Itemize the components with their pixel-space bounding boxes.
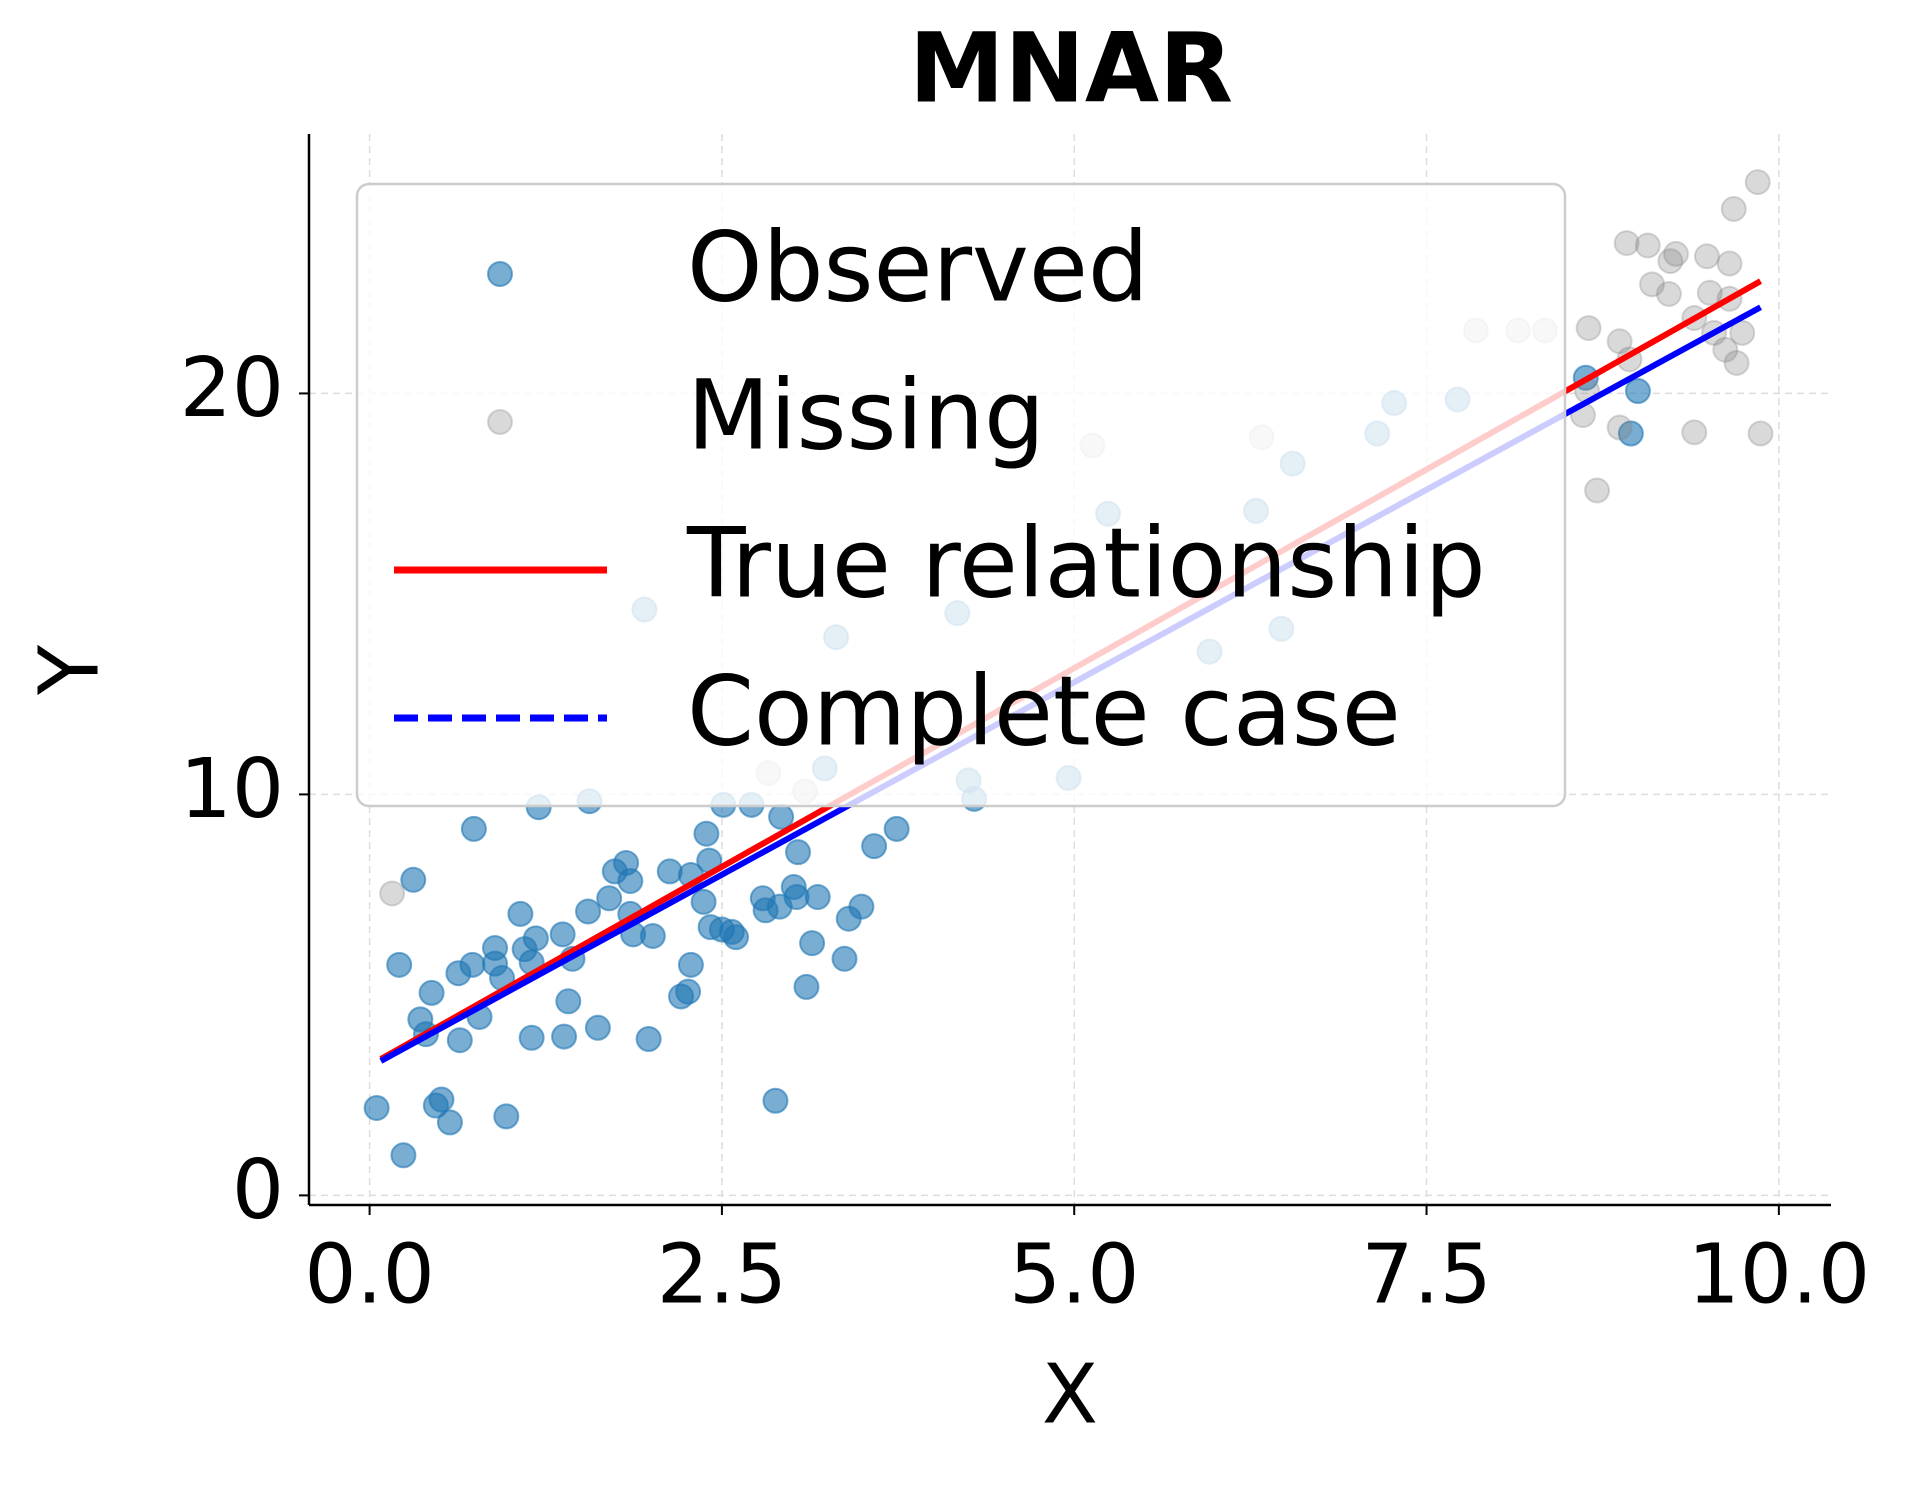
point [635,1025,662,1052]
point [1584,477,1611,504]
x-tick-label: 7.5 [1361,1227,1491,1322]
point [1747,420,1774,447]
y-axis-label: Y [22,644,117,696]
point [762,1087,789,1114]
legend-label: True relationship [686,507,1486,619]
legend: Observed Missing True relationship Complete… [355,182,1567,808]
point [804,884,831,911]
point [1662,240,1689,267]
point [459,951,486,978]
point [831,945,858,972]
x-tick-label: 10.0 [1688,1227,1871,1322]
point [785,839,812,866]
legend-label: Observed [687,211,1149,323]
point [1639,271,1666,298]
point [883,815,910,842]
point [446,1027,473,1054]
point [1606,414,1633,441]
point [1716,250,1743,277]
point [507,900,534,927]
point [428,1086,455,1113]
point [861,833,888,860]
y-tick-label: 0 [232,1143,284,1238]
point [575,898,602,925]
y-tick-label: 20 [180,341,284,436]
point [656,858,683,885]
point [1634,232,1661,259]
point [1575,315,1602,342]
point [390,1142,417,1169]
point [460,815,487,842]
point [793,973,820,1000]
point [1693,243,1720,270]
point [1729,319,1756,346]
point [1613,230,1640,257]
point [1617,420,1644,447]
point [379,880,406,907]
legend-marker [487,261,513,287]
point [723,924,750,951]
legend-label: Complete case [687,655,1401,767]
chart-title: MNAR [909,12,1233,124]
point [799,930,826,957]
point [596,885,623,912]
point [639,922,666,949]
point [1696,279,1723,306]
x-axis-label: X [1042,1347,1098,1442]
x-tick-label: 2.5 [657,1227,787,1322]
x-tick-label: 0.0 [304,1227,434,1322]
point [1606,328,1633,355]
point [693,820,720,847]
point [1720,195,1747,222]
y-tick-label: 10 [180,742,284,837]
point [1655,280,1682,307]
point [617,868,644,895]
point [1712,336,1739,363]
point [418,979,445,1006]
point [549,921,576,948]
point [584,1014,611,1041]
point [675,978,702,1005]
point [1744,169,1771,196]
legend-label: Missing [687,359,1045,471]
point [363,1094,390,1121]
point [400,866,427,893]
point [677,951,704,978]
point [1657,248,1684,275]
point [555,988,582,1015]
point [1681,419,1708,446]
point [1723,349,1750,376]
x-tick-label: 5.0 [1009,1227,1139,1322]
point [518,1024,545,1051]
point [690,888,717,915]
point [493,1103,520,1130]
point [848,893,875,920]
legend-marker [487,409,513,435]
point [522,925,549,952]
point [436,1109,463,1136]
legend-box [355,182,1567,808]
point [551,1023,578,1050]
point [386,951,413,978]
point [1624,378,1651,405]
